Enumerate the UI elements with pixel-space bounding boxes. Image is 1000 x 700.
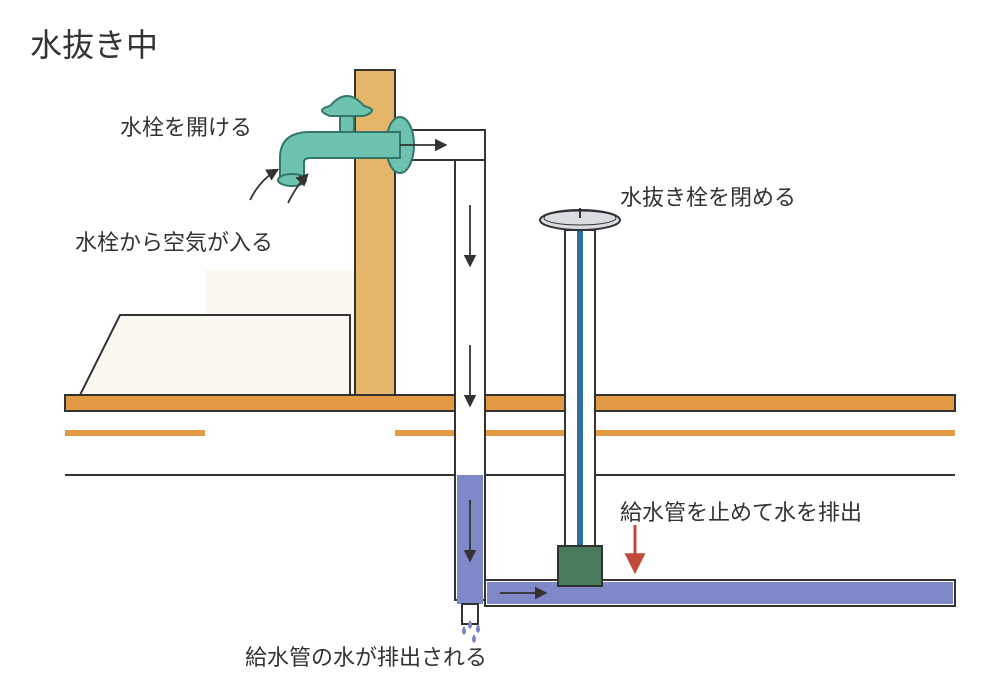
water-horizontal: [487, 582, 953, 604]
: [456, 131, 460, 159]
wood-post: [355, 70, 395, 400]
label-air-enters: 水栓から空気が入る: [75, 225, 273, 257]
label-stop-supply: 給水管を止めて水を排出: [620, 495, 862, 527]
wood-beam: [65, 395, 955, 411]
water-drop: [476, 624, 480, 633]
drain-valve-box: [558, 546, 602, 586]
basin: [80, 315, 350, 395]
: [457, 582, 483, 604]
label-water-drains: 給水管の水が排出される: [245, 640, 487, 672]
label-close-drain: 水抜き栓を閉める: [620, 180, 796, 212]
a-air-1: [250, 170, 277, 200]
diagram-stage: 水抜き中水栓を開ける水栓から空気が入る 水抜き栓を閉める給水管を止めて水を排出給水…: [0, 0, 1000, 695]
drain-valve-rod: [577, 222, 583, 586]
diagram-title: 水抜き中: [30, 20, 158, 66]
wood-beam-left: [65, 430, 205, 436]
water-drop: [462, 626, 466, 635]
label-open-faucet: 水栓を開ける: [120, 110, 252, 142]
diagram-svg: [0, 0, 1000, 695]
